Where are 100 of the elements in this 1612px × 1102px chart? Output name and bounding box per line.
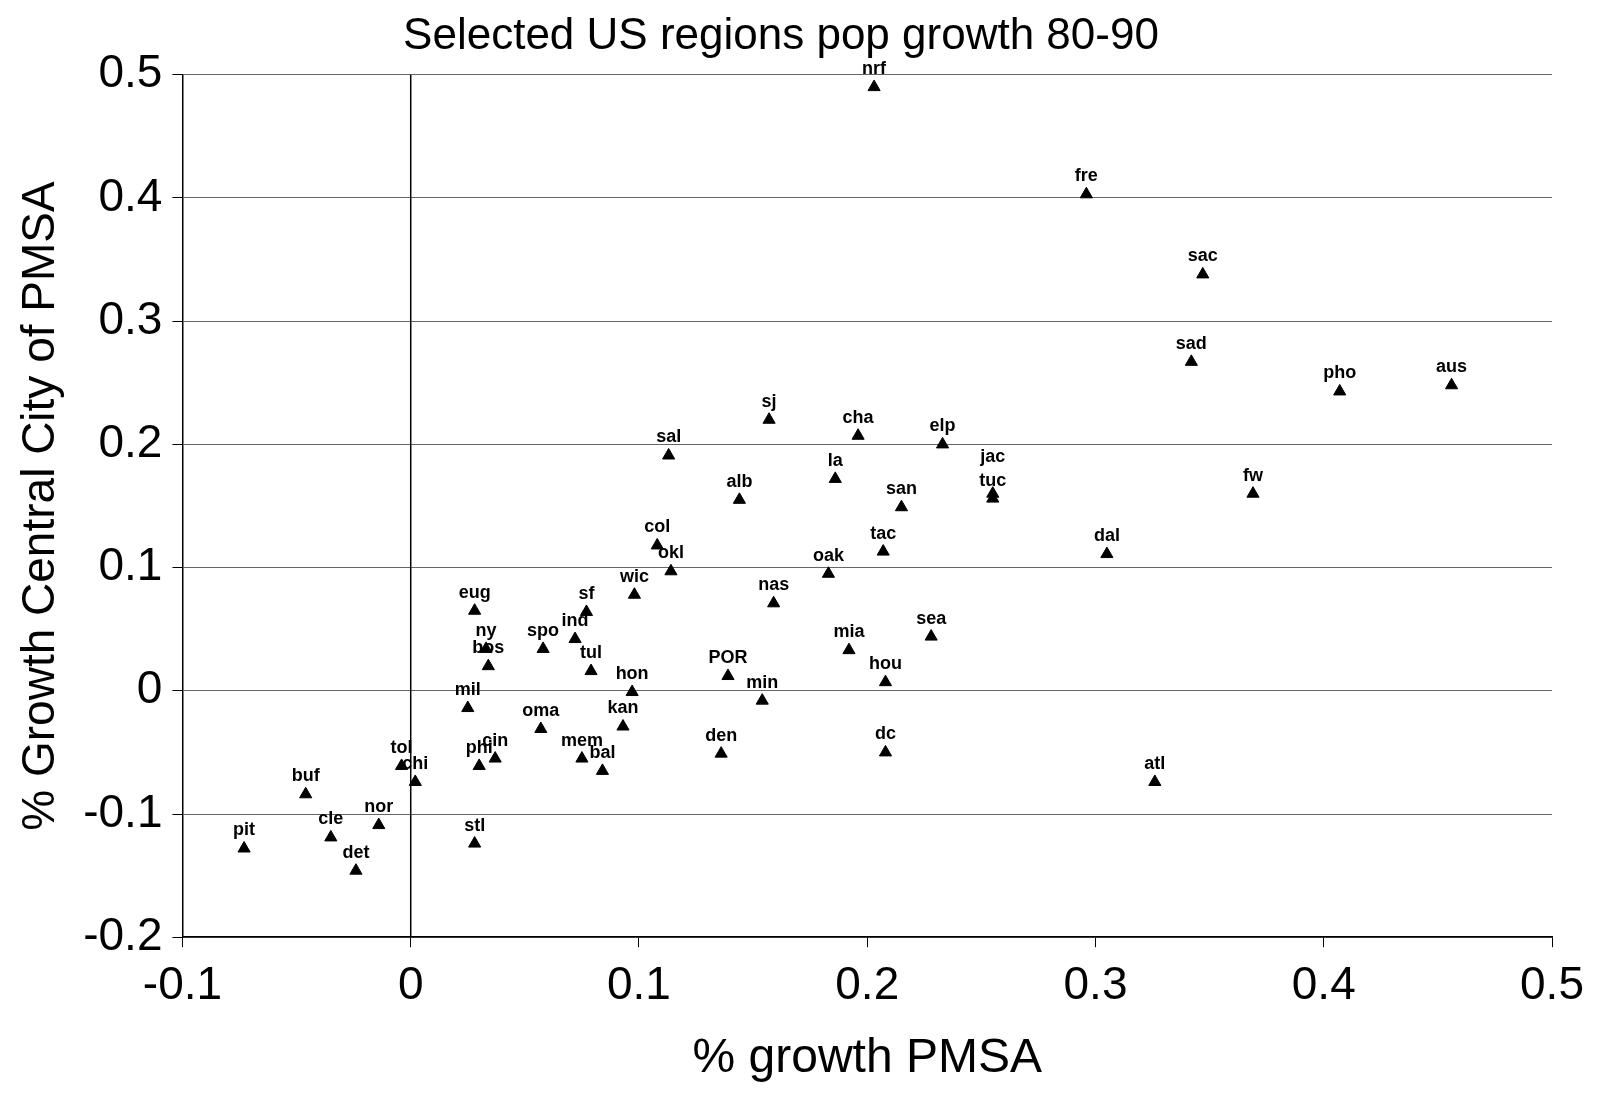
annotation: det xyxy=(342,841,370,862)
point xyxy=(534,721,548,733)
annotation: den xyxy=(705,724,738,745)
annotation: san xyxy=(885,478,917,499)
point xyxy=(536,641,550,653)
x-tick-label: 0.2 xyxy=(835,957,900,1010)
point xyxy=(625,684,639,697)
annotation: nor xyxy=(364,796,394,817)
point xyxy=(878,674,893,687)
annotation: min xyxy=(746,671,779,692)
y-tick-label: 0.2 xyxy=(98,415,163,468)
point xyxy=(468,603,482,615)
y-tick-label: 0.3 xyxy=(98,291,163,344)
annotation: oma xyxy=(522,699,561,720)
point xyxy=(324,829,338,842)
annotation: jac xyxy=(979,445,1006,466)
annotation: atl xyxy=(1144,752,1166,773)
annotation: nas xyxy=(758,574,790,595)
annotation: elp xyxy=(929,415,956,436)
x-tick-label: 0.4 xyxy=(1291,957,1356,1010)
x-tick-label: -0.1 xyxy=(142,957,223,1010)
point xyxy=(299,786,313,799)
point xyxy=(821,566,835,578)
annotation: sac xyxy=(1187,245,1218,266)
chart-title: Selected US regions pop growth 80-90 xyxy=(403,8,1159,58)
y-tick-label: -0.2 xyxy=(83,907,163,960)
annotation: wic xyxy=(618,565,649,586)
annotation: hon xyxy=(615,663,649,683)
point xyxy=(894,499,909,512)
annotation: la xyxy=(827,449,844,470)
point xyxy=(237,841,251,853)
point xyxy=(461,700,475,713)
point xyxy=(828,471,842,483)
point xyxy=(595,763,610,775)
annotation: pho xyxy=(1323,362,1357,383)
y-tick-label: -0.1 xyxy=(83,784,163,837)
x-tick-label: 0.3 xyxy=(1063,957,1128,1010)
point xyxy=(408,774,422,786)
y-tick-label: 0.5 xyxy=(98,45,163,98)
y-tick-label: 0.1 xyxy=(98,538,163,591)
annotation: sea xyxy=(916,607,948,628)
point xyxy=(664,563,678,576)
point xyxy=(616,719,630,731)
y-tick-label: 0 xyxy=(136,661,163,714)
x-tick-label: 0.1 xyxy=(607,957,671,1010)
point xyxy=(1184,354,1198,366)
annotation: dal xyxy=(1093,525,1120,546)
point xyxy=(714,746,728,758)
point xyxy=(575,751,589,763)
point xyxy=(842,642,856,655)
x-tick-label: 0 xyxy=(397,957,424,1010)
point xyxy=(662,447,676,460)
point xyxy=(468,836,482,848)
point xyxy=(1445,377,1459,390)
annotation: alb xyxy=(726,470,753,491)
point xyxy=(767,595,781,608)
annotation: stl xyxy=(464,814,486,835)
annotation: aus xyxy=(1436,356,1468,377)
annotation: fre xyxy=(1074,165,1098,186)
x-axis-title: % growth PMSA xyxy=(692,1029,1042,1083)
point xyxy=(936,436,950,449)
point xyxy=(878,744,893,757)
annotation: pit xyxy=(233,819,256,840)
annotation: kan xyxy=(607,697,639,718)
point xyxy=(1100,546,1114,559)
annotation: oak xyxy=(812,544,845,565)
annotation: POR xyxy=(708,646,748,667)
point xyxy=(1148,774,1162,786)
annotation: eug xyxy=(458,581,491,602)
x-tick-label: 0.5 xyxy=(1520,957,1584,1010)
point xyxy=(1079,186,1093,199)
annotation: tuc xyxy=(979,469,1007,490)
annotation: ind xyxy=(561,610,589,631)
point xyxy=(851,428,865,440)
annotation: nrf xyxy=(862,58,888,79)
annotation: spo xyxy=(527,619,560,640)
annotation: dc xyxy=(874,723,896,744)
point xyxy=(755,693,769,705)
annotation: tac xyxy=(870,522,897,543)
point xyxy=(372,817,386,830)
annotation: sj xyxy=(761,390,777,411)
annotation: cha xyxy=(842,406,875,427)
point xyxy=(924,629,938,641)
y-axis-title: % Growth Central City of PMSA xyxy=(12,181,65,831)
annotation: hou xyxy=(868,653,902,674)
point xyxy=(627,587,641,599)
point xyxy=(349,863,363,875)
point xyxy=(1246,486,1260,498)
point xyxy=(732,492,746,504)
point xyxy=(568,631,582,644)
point xyxy=(481,658,495,671)
point xyxy=(1196,266,1210,279)
point xyxy=(472,758,486,770)
annotation: okl xyxy=(657,542,684,563)
annotation: col xyxy=(644,516,671,537)
point xyxy=(1333,383,1347,396)
annotation: tul xyxy=(580,642,603,663)
annotation: sad xyxy=(1175,332,1207,353)
point xyxy=(762,412,776,424)
annotation: ny xyxy=(475,619,497,640)
